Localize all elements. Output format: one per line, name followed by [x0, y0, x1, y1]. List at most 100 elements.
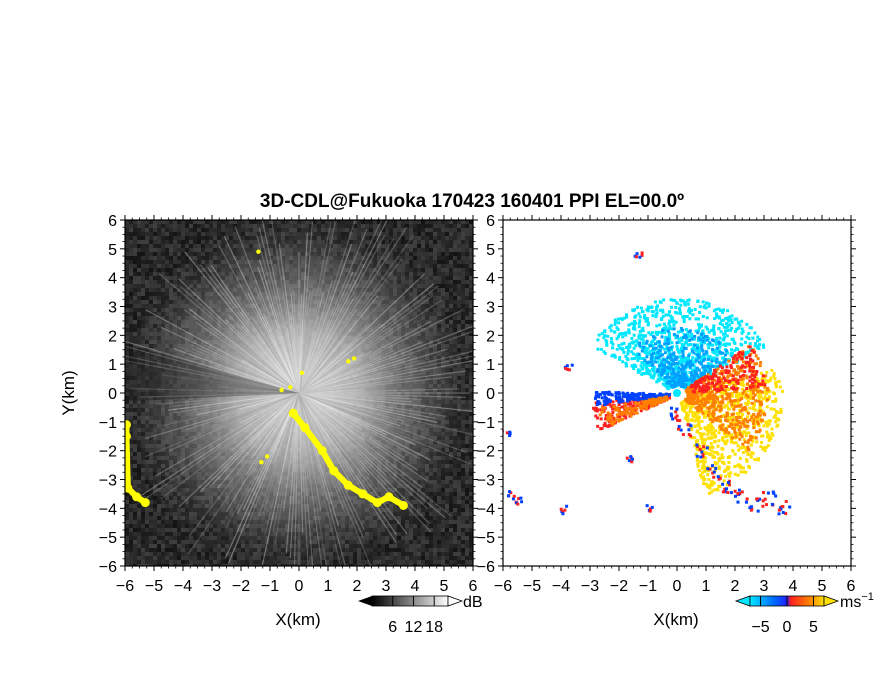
noise-cell — [193, 240, 197, 244]
noise-cell — [225, 224, 229, 228]
noise-cell — [125, 312, 129, 316]
noise-cell — [433, 252, 437, 256]
noise-cell — [197, 244, 201, 248]
noise-cell — [461, 252, 465, 256]
noise-cell — [457, 220, 461, 224]
noise-cell — [157, 264, 161, 268]
noise-cell — [137, 236, 141, 240]
noise-cell — [441, 224, 445, 228]
noise-cell — [165, 252, 169, 256]
noise-cell — [169, 260, 173, 264]
noise-cell — [161, 232, 165, 236]
noise-cell — [133, 328, 137, 332]
noise-cell — [129, 312, 133, 316]
noise-cell — [417, 220, 421, 224]
noise-cell — [469, 332, 473, 336]
noise-cell — [133, 312, 137, 316]
noise-cell — [173, 232, 177, 236]
noise-cell — [465, 328, 469, 332]
noise-cell — [129, 252, 133, 256]
noise-cell — [189, 236, 193, 240]
noise-cell — [437, 232, 441, 236]
noise-cell — [429, 236, 433, 240]
noise-cell — [165, 264, 169, 268]
noise-cell — [445, 224, 449, 228]
noise-cell — [453, 272, 457, 276]
noise-cell — [133, 324, 137, 328]
noise-cell — [205, 236, 209, 240]
noise-cell — [405, 252, 409, 256]
noise-cell — [457, 248, 461, 252]
noise-cell — [437, 220, 441, 224]
noise-cell — [161, 220, 165, 224]
noise-cell — [125, 276, 129, 280]
noise-cell — [133, 244, 137, 248]
noise-cell — [165, 240, 169, 244]
noise-cell — [129, 340, 133, 344]
noise-cell — [141, 292, 145, 296]
noise-cell — [389, 228, 393, 232]
noise-cell — [385, 228, 389, 232]
noise-cell — [441, 252, 445, 256]
noise-cell — [437, 260, 441, 264]
noise-cell — [241, 224, 245, 228]
noise-cell — [189, 252, 193, 256]
noise-cell — [141, 260, 145, 264]
noise-cell — [125, 340, 129, 344]
noise-cell — [453, 240, 457, 244]
noise-cell — [417, 232, 421, 236]
noise-cell — [133, 220, 137, 224]
noise-cell — [145, 240, 149, 244]
noise-cell — [153, 256, 157, 260]
noise-cell — [433, 232, 437, 236]
noise-cell — [129, 448, 133, 452]
noise-cell — [133, 292, 137, 296]
noise-cell — [385, 232, 389, 236]
noise-cell — [397, 220, 401, 224]
noise-cell — [437, 256, 441, 260]
noise-cell — [469, 276, 473, 280]
noise-cell — [425, 228, 429, 232]
noise-cell — [405, 232, 409, 236]
noise-cell — [409, 252, 413, 256]
noise-cell — [469, 224, 473, 228]
noise-cell — [201, 232, 205, 236]
noise-cell — [129, 236, 133, 240]
noise-cell — [185, 240, 189, 244]
noise-cell — [209, 224, 213, 228]
noise-cell — [157, 284, 161, 288]
noise-cell — [365, 220, 369, 224]
noise-cell — [137, 288, 141, 292]
noise-cell — [361, 224, 365, 228]
noise-cell — [185, 256, 189, 260]
noise-cell — [181, 252, 185, 256]
noise-cell — [461, 220, 465, 224]
noise-cell — [469, 264, 473, 268]
noise-cell — [437, 252, 441, 256]
noise-cell — [437, 268, 441, 272]
noise-cell — [165, 256, 169, 260]
noise-cell — [457, 252, 461, 256]
noise-cell — [149, 292, 153, 296]
noise-cell — [461, 260, 465, 264]
noise-cell — [469, 340, 473, 344]
noise-cell — [425, 244, 429, 248]
noise-cell — [181, 236, 185, 240]
noise-cell — [221, 220, 225, 224]
noise-cell — [141, 296, 145, 300]
noise-cell — [377, 232, 381, 236]
noise-cell — [129, 268, 133, 272]
noise-cell — [453, 236, 457, 240]
noise-cell — [145, 228, 149, 232]
noise-cell — [457, 264, 461, 268]
noise-cell — [133, 240, 137, 244]
noise-cell — [397, 228, 401, 232]
noise-cell — [373, 220, 377, 224]
noise-cell — [229, 228, 233, 232]
noise-cell — [165, 236, 169, 240]
noise-cell — [221, 224, 225, 228]
noise-cell — [469, 356, 473, 360]
noise-cell — [133, 276, 137, 280]
noise-cell — [361, 228, 365, 232]
noise-cell — [421, 252, 425, 256]
